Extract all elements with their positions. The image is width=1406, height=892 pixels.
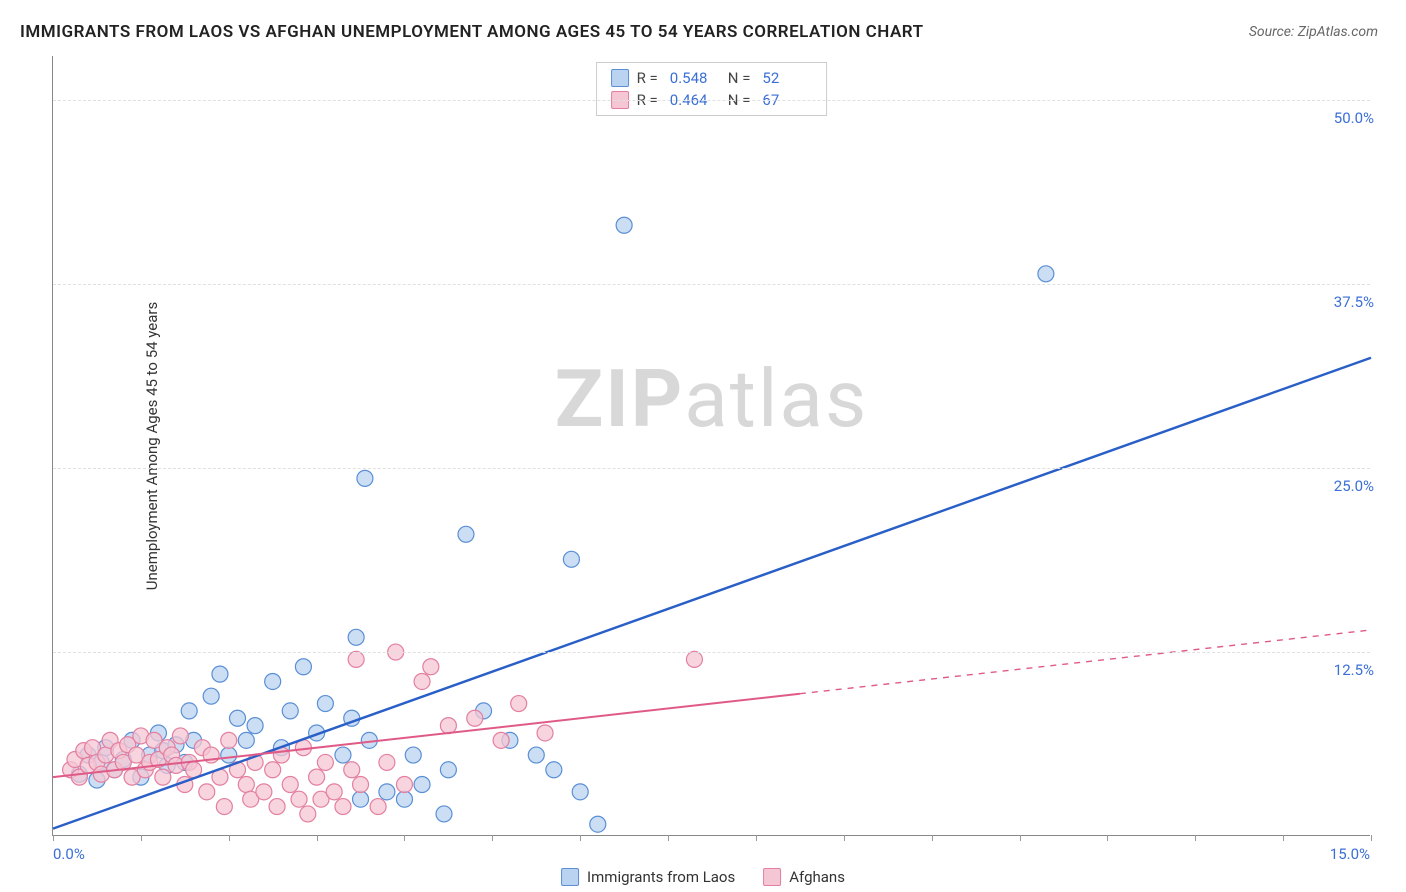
chart-container: IMMIGRANTS FROM LAOS VS AFGHAN UNEMPLOYM… [0,0,1406,892]
scatter-point [467,710,483,726]
swatch-laos [561,868,579,886]
series-legend-item-laos: Immigrants from Laos [561,868,735,886]
scatter-point [221,747,237,763]
x-tick [844,835,845,841]
chart-svg [53,56,1370,835]
y-tick-label: 12.5% [1334,661,1374,679]
x-axis-min-label: 0.0% [53,845,85,863]
x-tick [1020,835,1021,841]
series-legend: Immigrants from Laos Afghans [561,868,845,886]
scatter-point [436,806,452,822]
y-tick-label: 37.5% [1334,293,1374,311]
regression-line-extrapolated [800,630,1371,694]
scatter-point [414,673,430,689]
x-tick [53,835,54,841]
y-tick-label: 25.0% [1334,477,1374,495]
plot-area: ZIPatlas R = 0.548 N = 52 R = 0.464 N = … [52,56,1370,836]
scatter-point [414,776,430,792]
scatter-point [238,732,254,748]
scatter-point [181,703,197,719]
scatter-point [396,776,412,792]
x-tick [1371,835,1372,841]
x-tick [1195,835,1196,841]
scatter-point [546,762,562,778]
scatter-point [265,762,281,778]
scatter-point [203,688,219,704]
scatter-point [572,784,588,800]
scatter-point [317,696,333,712]
scatter-point [265,673,281,689]
scatter-point [686,651,702,667]
scatter-point [344,762,360,778]
scatter-point [493,732,509,748]
x-axis-max-label: 15.0% [1330,845,1370,863]
scatter-point [269,799,285,815]
swatch-afghans [763,868,781,886]
scatter-point [440,762,456,778]
scatter-point [309,769,325,785]
regression-line [53,358,1371,829]
x-tick [932,835,933,841]
scatter-point [282,703,298,719]
x-tick [141,835,142,841]
scatter-point [199,784,215,800]
scatter-point [405,747,421,763]
scatter-point [295,659,311,675]
scatter-point [353,776,369,792]
scatter-point [458,526,474,542]
scatter-point [326,784,342,800]
scatter-point [335,799,351,815]
scatter-point [353,791,369,807]
x-tick [229,835,230,841]
y-tick-label: 50.0% [1334,109,1374,127]
scatter-point [423,659,439,675]
scatter-point [357,470,373,486]
series-legend-label-afghans: Afghans [789,868,845,886]
x-tick [668,835,669,841]
scatter-point [616,217,632,233]
grid-line [53,468,1370,469]
scatter-point [537,725,553,741]
scatter-point [379,784,395,800]
chart-title: IMMIGRANTS FROM LAOS VS AFGHAN UNEMPLOYM… [20,22,924,42]
scatter-point [216,799,232,815]
x-tick [492,835,493,841]
scatter-point [317,754,333,770]
scatter-point [247,718,263,734]
x-tick [317,835,318,841]
x-tick [1107,835,1108,841]
scatter-point [335,747,351,763]
scatter-point [1038,266,1054,282]
x-tick [1283,835,1284,841]
scatter-point [511,696,527,712]
scatter-point [348,651,364,667]
grid-line [53,100,1370,101]
scatter-point [370,799,386,815]
scatter-point [590,816,606,832]
scatter-point [155,769,171,785]
scatter-point [563,551,579,567]
scatter-point [291,791,307,807]
x-tick [756,835,757,841]
scatter-point [348,629,364,645]
x-tick [404,835,405,841]
scatter-point [212,666,228,682]
grid-line [53,652,1370,653]
series-legend-label-laos: Immigrants from Laos [587,868,735,886]
scatter-point [282,776,298,792]
source-attribution: Source: ZipAtlas.com [1249,24,1378,40]
scatter-point [172,728,188,744]
grid-line [53,284,1370,285]
scatter-point [396,791,412,807]
scatter-point [300,806,316,822]
scatter-point [256,784,272,800]
series-legend-item-afghans: Afghans [763,868,845,886]
x-tick [580,835,581,841]
scatter-point [528,747,544,763]
scatter-point [238,776,254,792]
scatter-point [379,754,395,770]
scatter-point [230,710,246,726]
scatter-point [440,718,456,734]
scatter-point [221,732,237,748]
